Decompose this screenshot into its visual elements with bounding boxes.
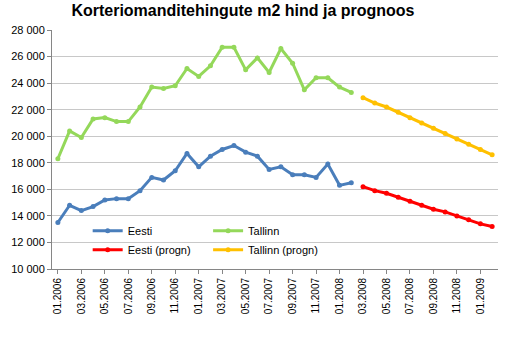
- svg-text:07.2008: 07.2008: [404, 278, 415, 315]
- svg-text:28 000: 28 000: [11, 24, 45, 36]
- svg-text:Korteriomanditehingute m2 hind: Korteriomanditehingute m2 hind ja progno…: [71, 2, 414, 19]
- svg-text:09.2008: 09.2008: [428, 278, 439, 315]
- svg-text:01.2008: 01.2008: [334, 278, 345, 315]
- svg-text:12 000: 12 000: [11, 236, 45, 248]
- svg-text:Eesti: Eesti: [128, 225, 152, 237]
- svg-text:11.2007: 11.2007: [310, 278, 321, 314]
- svg-text:07.2006: 07.2006: [123, 278, 134, 315]
- svg-text:01.2009: 01.2009: [475, 278, 486, 315]
- svg-text:05.2007: 05.2007: [240, 278, 251, 315]
- svg-text:09.2007: 09.2007: [287, 278, 298, 315]
- svg-text:18 000: 18 000: [11, 157, 45, 169]
- svg-text:07.2007: 07.2007: [263, 278, 274, 315]
- svg-text:14 000: 14 000: [11, 210, 45, 222]
- svg-text:22 000: 22 000: [11, 104, 45, 116]
- svg-text:24 000: 24 000: [11, 77, 45, 89]
- svg-text:09.2006: 09.2006: [146, 278, 157, 315]
- svg-text:Tallinn: Tallinn: [248, 225, 279, 237]
- svg-text:05.2006: 05.2006: [99, 278, 110, 315]
- svg-text:11.2006: 11.2006: [169, 278, 180, 314]
- svg-text:16 000: 16 000: [11, 183, 45, 195]
- svg-text:03.2008: 03.2008: [357, 278, 368, 315]
- svg-text:Tallinn (progn): Tallinn (progn): [248, 244, 318, 256]
- svg-text:20 000: 20 000: [11, 130, 45, 142]
- svg-text:01.2006: 01.2006: [52, 278, 63, 315]
- svg-text:11.2008: 11.2008: [451, 278, 462, 314]
- svg-text:03.2006: 03.2006: [76, 278, 87, 315]
- svg-text:26 000: 26 000: [11, 50, 45, 62]
- svg-text:05.2008: 05.2008: [381, 278, 392, 315]
- svg-text:10 000: 10 000: [11, 263, 45, 275]
- svg-text:Eesti (progn): Eesti (progn): [128, 244, 191, 256]
- svg-text:01.2007: 01.2007: [193, 278, 204, 315]
- svg-text:03.2007: 03.2007: [216, 278, 227, 315]
